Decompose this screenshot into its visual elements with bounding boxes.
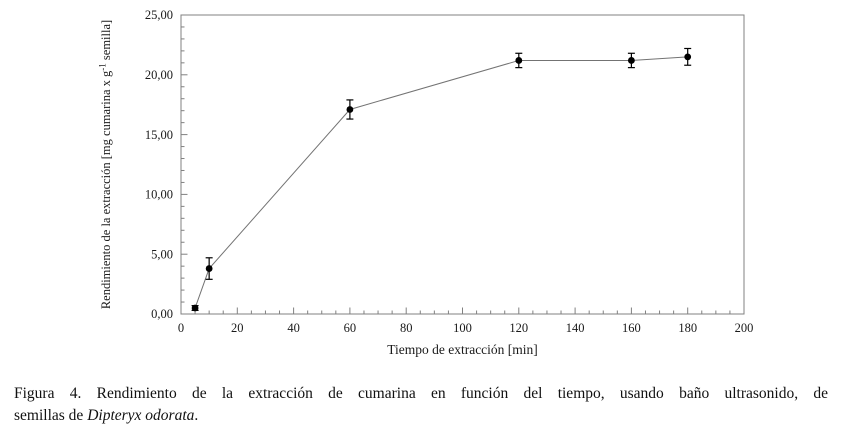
- x-tick-label: 20: [231, 321, 244, 335]
- y-tick-label: 15,00: [145, 128, 173, 142]
- data-points: [191, 53, 692, 312]
- data-series-line: [194, 56, 688, 309]
- x-tick-label: 60: [344, 321, 357, 335]
- y-axis-title: Rendimiento de la extracción [mg cumarin…: [98, 20, 114, 309]
- plot-border: [180, 14, 745, 315]
- error-bars: [191, 47, 692, 312]
- data-point-marker: [205, 265, 213, 272]
- y-axis: 0,00 5,00 10,00 15,00 20,00 25,00: [145, 8, 188, 321]
- x-tick-label: 0: [178, 321, 184, 335]
- x-tick-label: 120: [509, 321, 528, 335]
- x-tick-label: 160: [622, 321, 641, 335]
- y-tick-label: 5,00: [151, 247, 173, 261]
- figure-caption: Figura 4. Rendimiento de la extracción d…: [14, 383, 828, 427]
- caption-line2-prefix: semillas de: [14, 407, 88, 424]
- data-point-marker: [684, 53, 692, 61]
- x-tick-label: 140: [566, 321, 585, 335]
- x-axis-title: Tiempo de extracción [min]: [387, 342, 538, 357]
- species-name-italic: Dipteryx odorata: [87, 407, 195, 424]
- x-tick-label: 80: [400, 321, 413, 335]
- data-point-marker: [628, 57, 635, 64]
- extraction-yield-plot: 0 20 40 60 80 100 120 140 160 180 200 0,00 5,00 10,00…: [98, 8, 754, 357]
- caption-line2-suffix: .: [194, 407, 199, 424]
- figure-chart: 0 20 40 60 80 100 120 140 160 180 200 0,00 5,00 10,00…: [98, 8, 754, 357]
- y-tick-label: 25,00: [145, 8, 173, 22]
- y-tick-label: 20,00: [145, 68, 173, 82]
- x-axis: 0 20 40 60 80 100 120 140 160 180 200: [178, 307, 754, 335]
- x-tick-label: 40: [287, 321, 300, 335]
- x-tick-label: 200: [735, 321, 754, 335]
- data-point-marker: [515, 57, 523, 64]
- x-tick-label: 180: [678, 321, 697, 335]
- caption-line-2: semillas de Dipteryx odorata.: [14, 405, 828, 427]
- x-tick-label: 100: [453, 321, 472, 335]
- y-tick-label: 0,00: [151, 307, 173, 321]
- caption-line-1: Figura 4. Rendimiento de la extracción d…: [14, 385, 828, 402]
- data-point-marker: [346, 106, 354, 113]
- data-point-marker: [191, 304, 199, 312]
- y-tick-label: 10,00: [145, 188, 173, 202]
